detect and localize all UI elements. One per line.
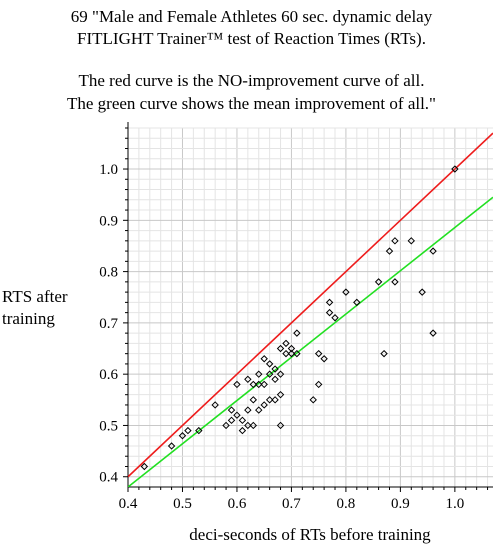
data-point: [255, 406, 263, 414]
data-point: [320, 355, 328, 363]
data-point: [260, 380, 268, 389]
x-tick-label: 0.7: [282, 496, 301, 512]
data-point: [325, 308, 334, 317]
data-point: [178, 432, 187, 440]
data-point: [314, 349, 323, 358]
data-point: [418, 288, 426, 296]
data-point: [293, 329, 301, 337]
data-point: [265, 370, 274, 378]
y-axis-label-line-1: RTS after: [2, 287, 68, 306]
y-tick-label: 0.9: [99, 213, 118, 229]
chart-subtitle-line-1: The red curve is the NO-improvement curv…: [78, 71, 425, 90]
no-improvement-curve: [128, 132, 493, 478]
data-point: [429, 329, 437, 337]
data-point: [391, 278, 399, 286]
chart-title-line-1: 69 "Male and Female Athletes 60 sec. dyn…: [70, 7, 433, 26]
data-point: [227, 406, 236, 414]
data-point: [249, 396, 258, 404]
data-point: [211, 401, 219, 409]
data-point: [167, 442, 176, 450]
x-tick-label: 0.5: [173, 496, 192, 512]
data-point: [293, 349, 301, 358]
data-point: [391, 237, 399, 245]
data-point: [287, 349, 296, 358]
data-point: [184, 426, 192, 435]
data-point: [380, 349, 388, 358]
data-point: [265, 360, 274, 368]
chart-subtitle-line-2: The green curve shows the mean improveme…: [66, 94, 436, 113]
data-point: [249, 380, 258, 389]
y-axis-label-line-2: training: [2, 309, 55, 328]
x-tick-label: 0.9: [391, 496, 410, 512]
data-point: [407, 237, 415, 245]
mean-improvement-curve: [128, 196, 493, 487]
data-point: [276, 421, 285, 430]
data-point: [429, 247, 437, 255]
x-tick-label: 0.8: [337, 496, 356, 512]
data-point: [238, 416, 247, 425]
data-point: [271, 365, 279, 373]
x-tick-label: 0.4: [119, 496, 138, 512]
data-point: [331, 314, 339, 322]
data-point: [276, 370, 285, 378]
x-tick-label: 0.6: [228, 496, 247, 512]
data-point: [195, 426, 203, 435]
data-point: [255, 380, 263, 389]
data-point: [282, 349, 290, 358]
data-point: [314, 380, 323, 389]
y-tick-label: 0.5: [99, 418, 118, 434]
data-point: [255, 370, 263, 378]
data-point: [233, 380, 241, 389]
data-point: [227, 416, 236, 425]
y-tick-label: 0.6: [99, 367, 118, 383]
data-point: [451, 165, 459, 173]
data-point: [249, 421, 258, 430]
chart-title-line-2: FITLIGHT Trainer™ test of Reaction Times…: [77, 29, 426, 48]
data-point: [342, 288, 350, 296]
data-point: [309, 396, 317, 404]
data-point: [271, 396, 279, 404]
data-point: [260, 401, 268, 409]
y-tick-label: 0.4: [99, 470, 118, 486]
data-point: [222, 421, 230, 430]
data-point: [244, 421, 252, 430]
data-point: [238, 426, 247, 435]
y-tick-label: 0.7: [99, 316, 118, 332]
data-point: [260, 355, 268, 363]
data-point: [244, 406, 252, 414]
data-point: [265, 396, 274, 404]
data-point: [325, 298, 334, 307]
data-point: [271, 375, 279, 384]
data-point: [276, 344, 285, 353]
data-point: [282, 339, 290, 348]
x-axis-label: deci-seconds of RTs before training: [189, 525, 431, 544]
data-point: [233, 411, 241, 419]
y-tick-label: 0.8: [99, 265, 118, 281]
data-point: [287, 344, 296, 353]
data-point: [244, 375, 252, 384]
data-point: [140, 462, 149, 471]
data-point: [374, 278, 383, 286]
data-point: [276, 390, 285, 399]
data-point: [353, 298, 361, 307]
x-tick-label: 1.0: [445, 496, 464, 512]
y-tick-label: 1.0: [99, 162, 118, 178]
data-point: [385, 247, 394, 255]
